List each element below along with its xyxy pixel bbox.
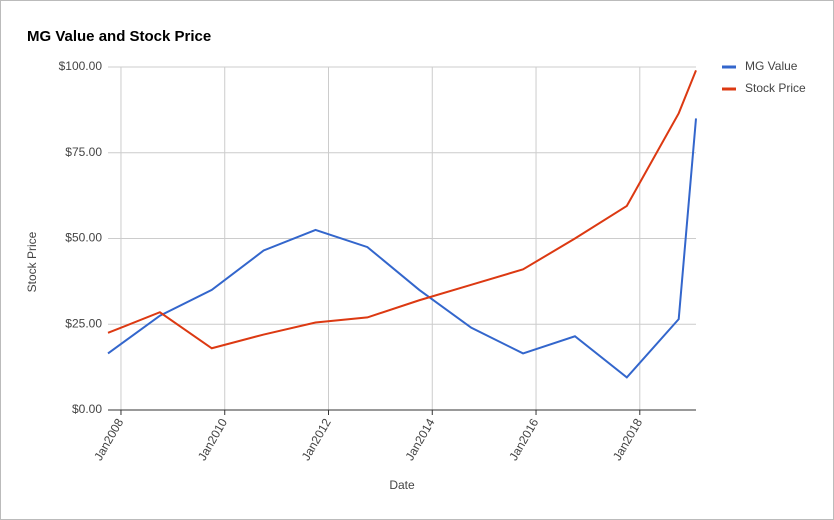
y-tick-label: $0.00	[72, 402, 102, 416]
data-line	[107, 70, 697, 350]
legend-label: MG Value	[745, 59, 798, 73]
y-tick-label: $50.00	[65, 231, 102, 245]
y-axis-label: Stock Price	[25, 231, 39, 292]
y-tick-label: $75.00	[65, 145, 102, 159]
y-tick-label: $100.00	[59, 59, 103, 73]
legend-label: Stock Price	[745, 81, 806, 95]
y-tick-label: $25.00	[65, 316, 102, 330]
x-axis-label: Date	[389, 478, 415, 492]
chart-title: MG Value and Stock Price	[27, 28, 211, 45]
data-line	[107, 118, 697, 379]
